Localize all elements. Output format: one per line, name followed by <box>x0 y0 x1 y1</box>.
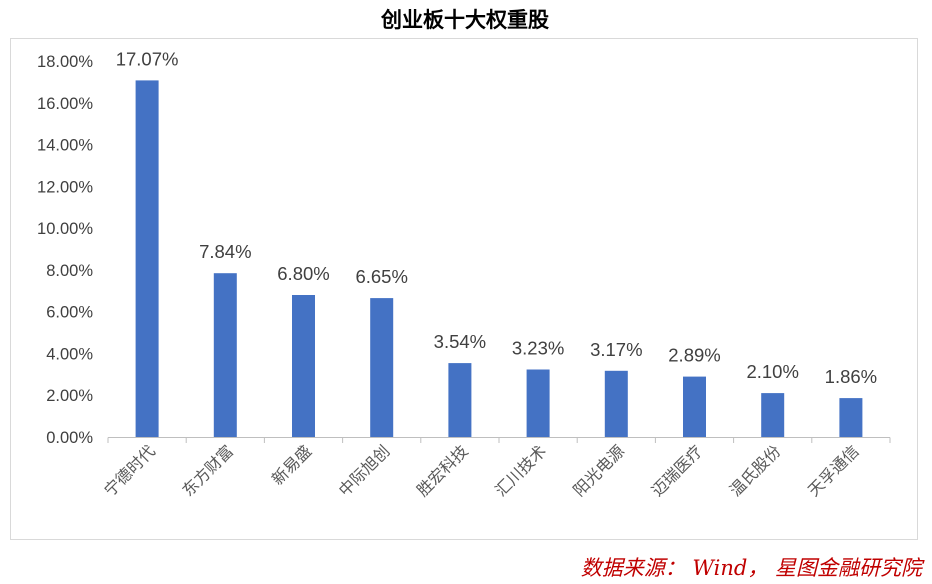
chart-title: 创业板十大权重股 <box>380 8 549 32</box>
y-tick-label-1: 0.00% <box>46 429 93 447</box>
bar-10 <box>839 398 863 437</box>
y-tick-label-2: 2.00% <box>46 387 93 405</box>
y-tick-label-7: 12.00% <box>37 178 93 196</box>
y-tick-label-4: 6.00% <box>46 304 93 322</box>
y-axis-tick-labels: 0.00% 2.00% 4.00% 6.00% 8.00% 10.00% 12.00% 14.… <box>37 53 93 447</box>
data-label-5: 3.54% <box>434 331 486 352</box>
data-label-9: 2.10% <box>746 361 798 382</box>
data-label-6: 3.23% <box>512 338 564 359</box>
data-labels: 17.07% 7.84% 6.80% 6.65% 3.54% 3.23% 3.17% 2.89… <box>116 48 877 387</box>
x-axis-ticks <box>107 437 891 443</box>
data-label-8: 2.89% <box>668 345 720 366</box>
data-label-3: 6.80% <box>277 263 329 284</box>
data-label-10: 1.86% <box>825 366 877 387</box>
data-label-2: 7.84% <box>199 241 251 262</box>
bar-8 <box>683 376 706 437</box>
y-tick-label-3: 4.00% <box>46 345 93 363</box>
bar-6 <box>526 369 550 437</box>
bar-2 <box>213 273 237 437</box>
y-tick-label-10: 18.00% <box>37 53 93 71</box>
bar-5 <box>448 363 472 437</box>
data-label-1: 17.07% <box>116 48 179 69</box>
bar-7 <box>604 370 628 437</box>
y-tick-label-5: 8.00% <box>46 262 93 280</box>
bars <box>135 80 863 438</box>
bar-9 <box>761 393 785 437</box>
source-note: 数据来源： Wind， 星图金融研究院 <box>581 556 925 580</box>
bar-3 <box>292 295 315 437</box>
chart-frame <box>10 38 918 540</box>
y-tick-label-6: 10.00% <box>37 220 93 238</box>
data-label-7: 3.17% <box>590 339 642 360</box>
bar-4 <box>370 298 394 437</box>
bar-1 <box>135 80 159 438</box>
data-label-4: 6.65% <box>355 266 407 287</box>
y-tick-label-9: 16.00% <box>37 95 93 113</box>
y-tick-label-8: 14.00% <box>37 137 93 155</box>
